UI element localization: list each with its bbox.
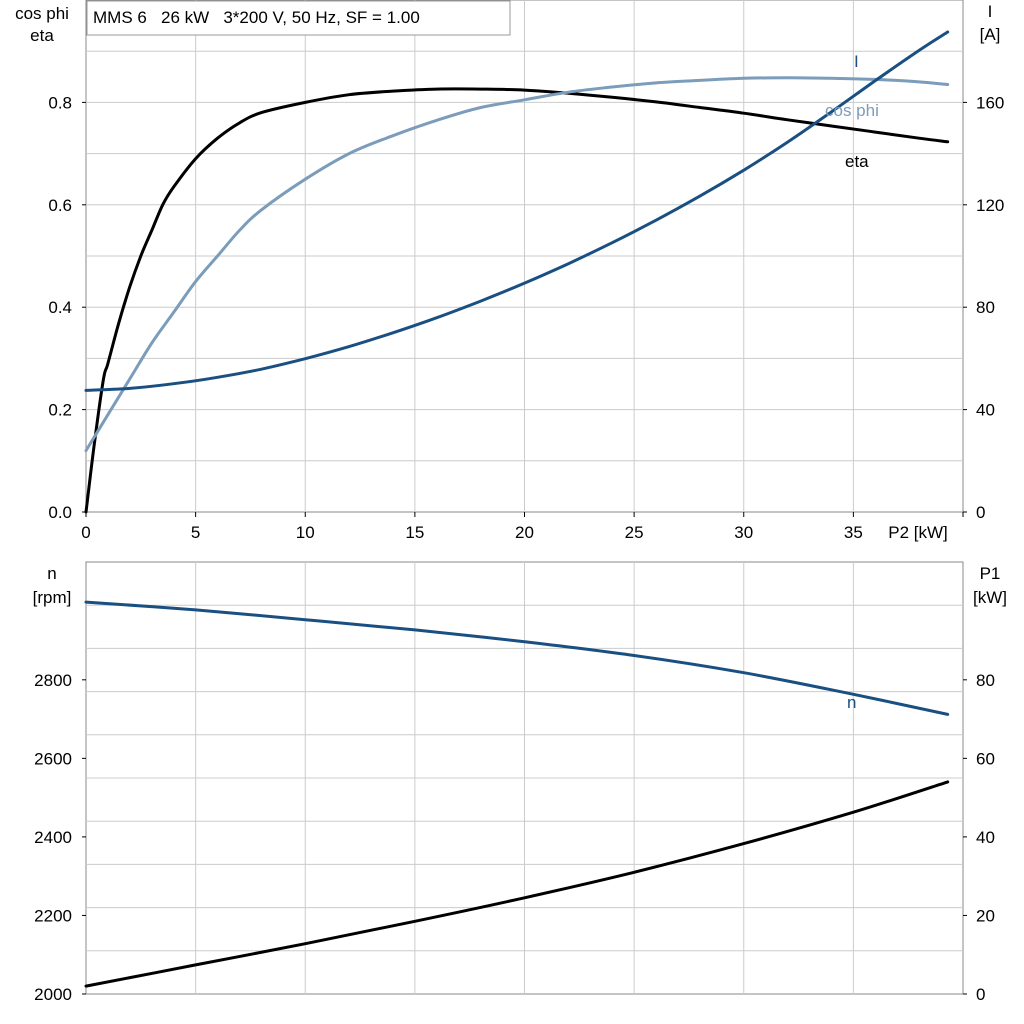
top-tick-labels: 0.0 0.2 0.4 0.6 0.8 0 40 80 120 160 0 5 10 15 20 25 30 35 <box>48 93 1004 542</box>
right-axis-tick-label: 0 <box>976 503 985 522</box>
right-axis-tick-label: 20 <box>976 906 995 925</box>
top-chart-electrical: 0.0 0.2 0.4 0.6 0.8 0 40 80 120 160 0 5 10 15 20 25 30 35… <box>15 0 1004 542</box>
left-axis-tick-label: 0.6 <box>48 196 72 215</box>
series-line-cos-phi <box>84 76 950 453</box>
left-axis-tick-label: 2600 <box>34 749 72 768</box>
left-axis-tick-label: 2000 <box>34 985 72 1004</box>
bottom-right-axis-label-line1: P1 <box>980 564 1001 583</box>
bottom-left-axis-label-line1: n <box>47 564 56 583</box>
bottom-left-axis-label-line2: [rpm] <box>33 588 72 607</box>
left-axis-tick-label: 2400 <box>34 828 72 847</box>
bottom-tick-labels: 2000 2200 2400 2600 2800 0 20 40 60 80 <box>34 671 995 1004</box>
top-series-group <box>84 30 950 514</box>
bottom-chart-speed-power: 2000 2200 2400 2600 2800 0 20 40 60 80 n [rpm] P1… <box>33 561 1007 1004</box>
left-axis-tick-label: 2200 <box>34 906 72 925</box>
x-axis-tick-label: 20 <box>515 523 534 542</box>
series-label-cos-phi: cos phi <box>825 101 879 120</box>
right-axis-tick-label: 80 <box>976 298 995 317</box>
series-line-n <box>84 600 950 716</box>
left-axis-tick-label: 2800 <box>34 671 72 690</box>
bottom-grid <box>86 562 963 994</box>
left-axis-tick-label: 0.2 <box>48 401 72 420</box>
x-axis-tick-label: 15 <box>405 523 424 542</box>
right-axis-tick-label: 60 <box>976 749 995 768</box>
series-line-i <box>84 30 950 392</box>
right-axis-tick-label: 40 <box>976 828 995 847</box>
x-axis-tick-label: 25 <box>625 523 644 542</box>
right-axis-tick-label: 160 <box>976 93 1004 112</box>
chart-title: MMS 6 26 kW 3*200 V, 50 Hz, SF = 1.00 <box>93 8 420 27</box>
top-left-axis-label-line2: eta <box>30 26 54 45</box>
x-axis-tick-label: 0 <box>81 523 90 542</box>
bottom-series-group <box>84 600 950 988</box>
title-box <box>86 0 511 36</box>
bottom-right-axis-label-line2: [kW] <box>973 588 1007 607</box>
top-right-axis-label-line1: I <box>988 2 993 21</box>
right-axis-tick-label: 0 <box>976 985 985 1004</box>
left-axis-tick-label: 0.0 <box>48 503 72 522</box>
series-label-I: I <box>854 52 859 71</box>
series-line-p1 <box>84 780 950 988</box>
series-label-n: n <box>847 693 856 712</box>
series-label-eta: eta <box>845 152 869 171</box>
right-axis-tick-label: 40 <box>976 401 995 420</box>
top-left-axis-label-line1: cos phi <box>15 4 69 23</box>
series-line-eta <box>84 87 950 514</box>
right-axis-tick-label: 120 <box>976 196 1004 215</box>
left-axis-tick-label: 0.4 <box>48 298 72 317</box>
top-x-axis-label: P2 [kW] <box>888 523 948 542</box>
top-right-axis-label-line2: [A] <box>980 25 1001 44</box>
right-axis-tick-label: 80 <box>976 671 995 690</box>
x-axis-tick-label: 30 <box>734 523 753 542</box>
x-axis-tick-label: 5 <box>191 523 200 542</box>
left-axis-tick-label: 0.8 <box>48 93 72 112</box>
x-axis-tick-label: 10 <box>296 523 315 542</box>
x-axis-tick-label: 35 <box>844 523 863 542</box>
